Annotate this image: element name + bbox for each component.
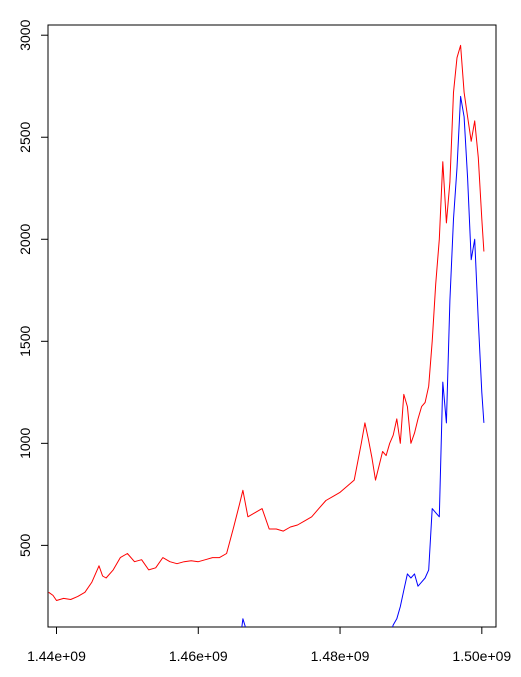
x-tick-label: 1.50e+09 — [452, 648, 511, 664]
x-tick-label: 1.46e+09 — [169, 648, 228, 664]
plot-area — [47, 24, 497, 628]
y-tick-label: 2500 — [17, 121, 33, 152]
y-axis: 500 1000 1500 2000 2500 3000 — [17, 19, 48, 557]
x-tick-label: 1.48e+09 — [311, 648, 370, 664]
series-layer — [48, 44, 485, 627]
y-tick-label: 2000 — [17, 223, 33, 254]
y-tick-label: 3000 — [17, 19, 33, 50]
y-tick-label: 1000 — [17, 428, 33, 459]
series-line-1 — [48, 44, 485, 601]
x-axis: 1.44e+09 1.46e+09 1.48e+09 1.50e+09 — [27, 627, 511, 664]
y-tick-label: 1500 — [17, 326, 33, 357]
plot-frame — [47, 24, 497, 628]
y-tick-label: 500 — [17, 533, 33, 557]
series-line-2 — [241, 95, 485, 627]
x-tick-label: 1.44e+09 — [27, 648, 86, 664]
